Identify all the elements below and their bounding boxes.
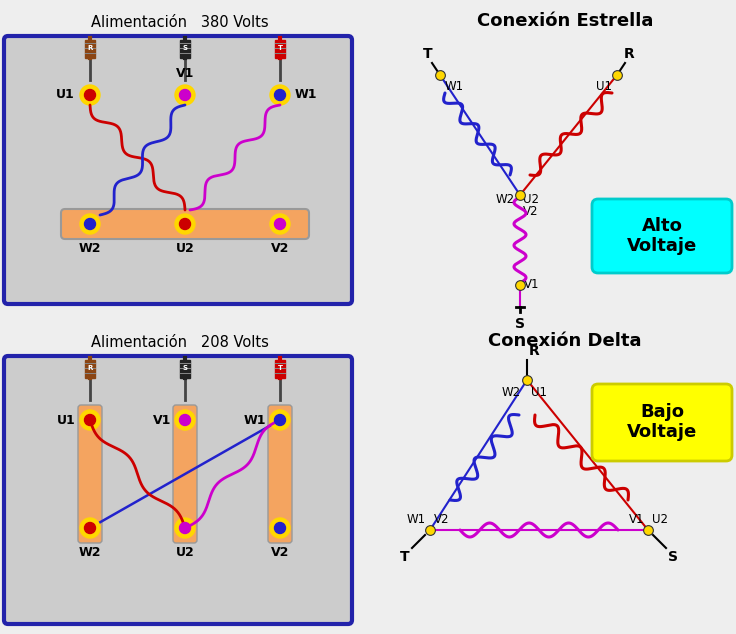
Circle shape xyxy=(270,518,290,538)
Text: R: R xyxy=(88,365,93,371)
Text: W1: W1 xyxy=(295,89,317,101)
Circle shape xyxy=(85,219,96,230)
Text: R: R xyxy=(529,344,539,358)
Text: V1: V1 xyxy=(629,513,644,526)
Text: V1: V1 xyxy=(152,413,171,427)
FancyBboxPatch shape xyxy=(592,199,732,273)
Circle shape xyxy=(175,410,195,430)
Bar xyxy=(85,360,95,378)
Circle shape xyxy=(80,214,100,234)
Bar xyxy=(275,360,285,378)
Text: W2: W2 xyxy=(79,242,102,255)
Circle shape xyxy=(270,410,290,430)
Text: S: S xyxy=(668,550,678,564)
Text: V1: V1 xyxy=(524,278,539,292)
Circle shape xyxy=(180,522,191,533)
Text: Alimentación   208 Volts: Alimentación 208 Volts xyxy=(91,335,269,350)
Text: T: T xyxy=(277,45,283,51)
Text: V2: V2 xyxy=(271,546,289,559)
Circle shape xyxy=(270,214,290,234)
Circle shape xyxy=(275,89,286,101)
Text: S: S xyxy=(183,365,188,371)
Text: Conexión Estrella: Conexión Estrella xyxy=(477,12,653,30)
Bar xyxy=(180,40,190,58)
Circle shape xyxy=(270,85,290,105)
Text: U1: U1 xyxy=(596,80,612,93)
Text: Alto
Voltaje: Alto Voltaje xyxy=(627,217,697,256)
Text: U1: U1 xyxy=(56,89,75,101)
Text: W2: W2 xyxy=(79,546,102,559)
Circle shape xyxy=(180,219,191,230)
Text: W1: W1 xyxy=(244,413,266,427)
FancyBboxPatch shape xyxy=(268,405,292,543)
Circle shape xyxy=(80,85,100,105)
Text: T: T xyxy=(423,47,433,61)
FancyBboxPatch shape xyxy=(592,384,732,461)
FancyBboxPatch shape xyxy=(78,405,102,543)
Circle shape xyxy=(180,415,191,425)
Bar xyxy=(275,40,285,58)
FancyBboxPatch shape xyxy=(4,36,352,304)
Text: W1: W1 xyxy=(407,513,426,526)
Text: T: T xyxy=(277,365,283,371)
Text: T: T xyxy=(400,550,410,564)
Text: V2: V2 xyxy=(523,205,539,218)
Text: Alimentación   380 Volts: Alimentación 380 Volts xyxy=(91,15,269,30)
Text: W1: W1 xyxy=(445,80,464,93)
FancyBboxPatch shape xyxy=(4,356,352,624)
Circle shape xyxy=(275,415,286,425)
Text: Bajo
Voltaje: Bajo Voltaje xyxy=(627,403,697,441)
Text: W2: W2 xyxy=(496,193,515,206)
Circle shape xyxy=(175,518,195,538)
Circle shape xyxy=(175,214,195,234)
Circle shape xyxy=(85,415,96,425)
Text: W2: W2 xyxy=(502,386,521,399)
Text: U2: U2 xyxy=(176,242,194,255)
FancyBboxPatch shape xyxy=(173,405,197,543)
Text: R: R xyxy=(623,47,634,61)
Circle shape xyxy=(80,518,100,538)
Text: U2: U2 xyxy=(176,546,194,559)
Text: U1: U1 xyxy=(57,413,76,427)
Circle shape xyxy=(85,522,96,533)
Circle shape xyxy=(275,522,286,533)
FancyBboxPatch shape xyxy=(61,209,309,239)
Text: R: R xyxy=(88,45,93,51)
Text: U1: U1 xyxy=(531,386,547,399)
Bar xyxy=(85,40,95,58)
Circle shape xyxy=(175,85,195,105)
Text: V2: V2 xyxy=(271,242,289,255)
Text: S: S xyxy=(515,317,525,331)
Circle shape xyxy=(180,89,191,101)
Circle shape xyxy=(275,219,286,230)
Text: U2: U2 xyxy=(652,513,668,526)
Text: V1: V1 xyxy=(176,67,194,80)
Text: V2: V2 xyxy=(434,513,450,526)
Text: Conexión Delta: Conexión Delta xyxy=(488,332,642,350)
Text: S: S xyxy=(183,45,188,51)
Text: U2: U2 xyxy=(523,193,539,206)
Circle shape xyxy=(85,89,96,101)
Bar xyxy=(180,360,190,378)
Circle shape xyxy=(80,410,100,430)
